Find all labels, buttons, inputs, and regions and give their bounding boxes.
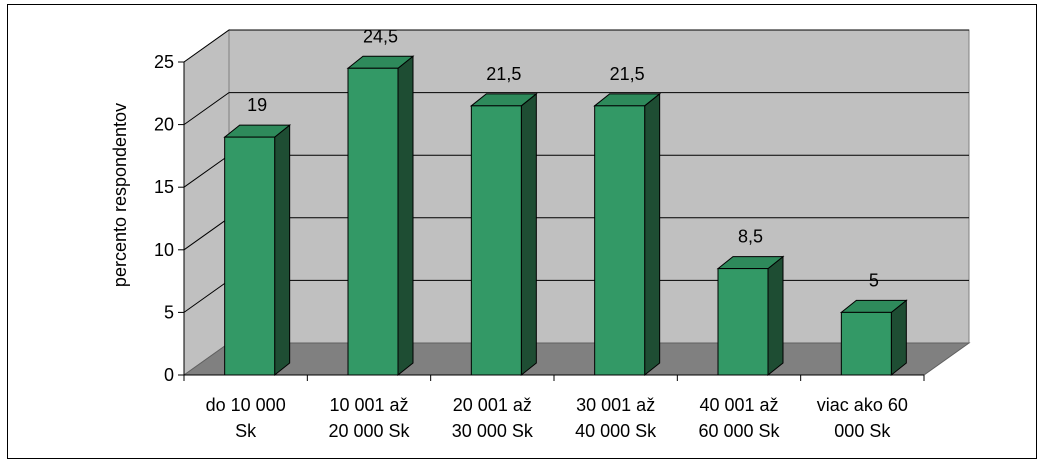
y-tick-label: 0 <box>164 365 174 385</box>
gridline <box>183 29 969 63</box>
bar-chart: 0 5 10 15 20 25 19 do 10 000 Sk 24,5 10 001 až 20 … <box>110 26 971 441</box>
y-tick-label: 15 <box>154 177 174 197</box>
bar <box>717 268 769 376</box>
bar-side <box>890 299 907 377</box>
x-tick-label: 20 000 Sk <box>328 421 410 441</box>
gridline <box>183 92 969 126</box>
x-tick-label: 30 000 Sk <box>452 421 534 441</box>
y-tick-label: 25 <box>154 52 174 72</box>
data-label: 5 <box>869 270 879 290</box>
bar <box>470 105 522 376</box>
data-label: 19 <box>247 95 267 115</box>
bar-side <box>767 255 784 377</box>
side-wall <box>183 29 230 376</box>
bar-side <box>397 55 414 377</box>
data-label: 8,5 <box>738 227 763 247</box>
y-tick-label: 5 <box>164 302 174 322</box>
x-tick-label: 40 001 až <box>699 395 778 415</box>
x-tick-label: viac ako 60 <box>817 395 908 415</box>
data-label: 21,5 <box>486 64 521 84</box>
y-tick-label: 10 <box>154 240 174 260</box>
x-tick-label: Sk <box>235 421 257 441</box>
data-label: 21,5 <box>610 64 645 84</box>
bar-side <box>274 124 291 377</box>
x-tick-label: 30 001 až <box>576 395 655 415</box>
y-axis-title: percento respondentov <box>110 103 130 287</box>
bar <box>840 311 892 376</box>
x-tick-label: 40 000 Sk <box>575 421 657 441</box>
chart-frame: 0 5 10 15 20 25 19 do 10 000 Sk 24,5 10 001 až 20 … <box>7 4 1037 459</box>
bar <box>347 67 399 376</box>
x-tick-label: do 10 000 <box>206 395 286 415</box>
y-tick-label: 20 <box>154 115 174 135</box>
x-tick-label: 000 Sk <box>834 421 891 441</box>
bar-side <box>520 92 537 377</box>
bar-side <box>644 92 661 377</box>
x-tick-label: 60 000 Sk <box>698 421 780 441</box>
bar <box>224 136 276 376</box>
data-label: 24,5 <box>363 26 398 46</box>
x-tick-label: 10 001 až <box>329 395 408 415</box>
bar <box>594 105 646 376</box>
x-tick-label: 20 001 až <box>453 395 532 415</box>
